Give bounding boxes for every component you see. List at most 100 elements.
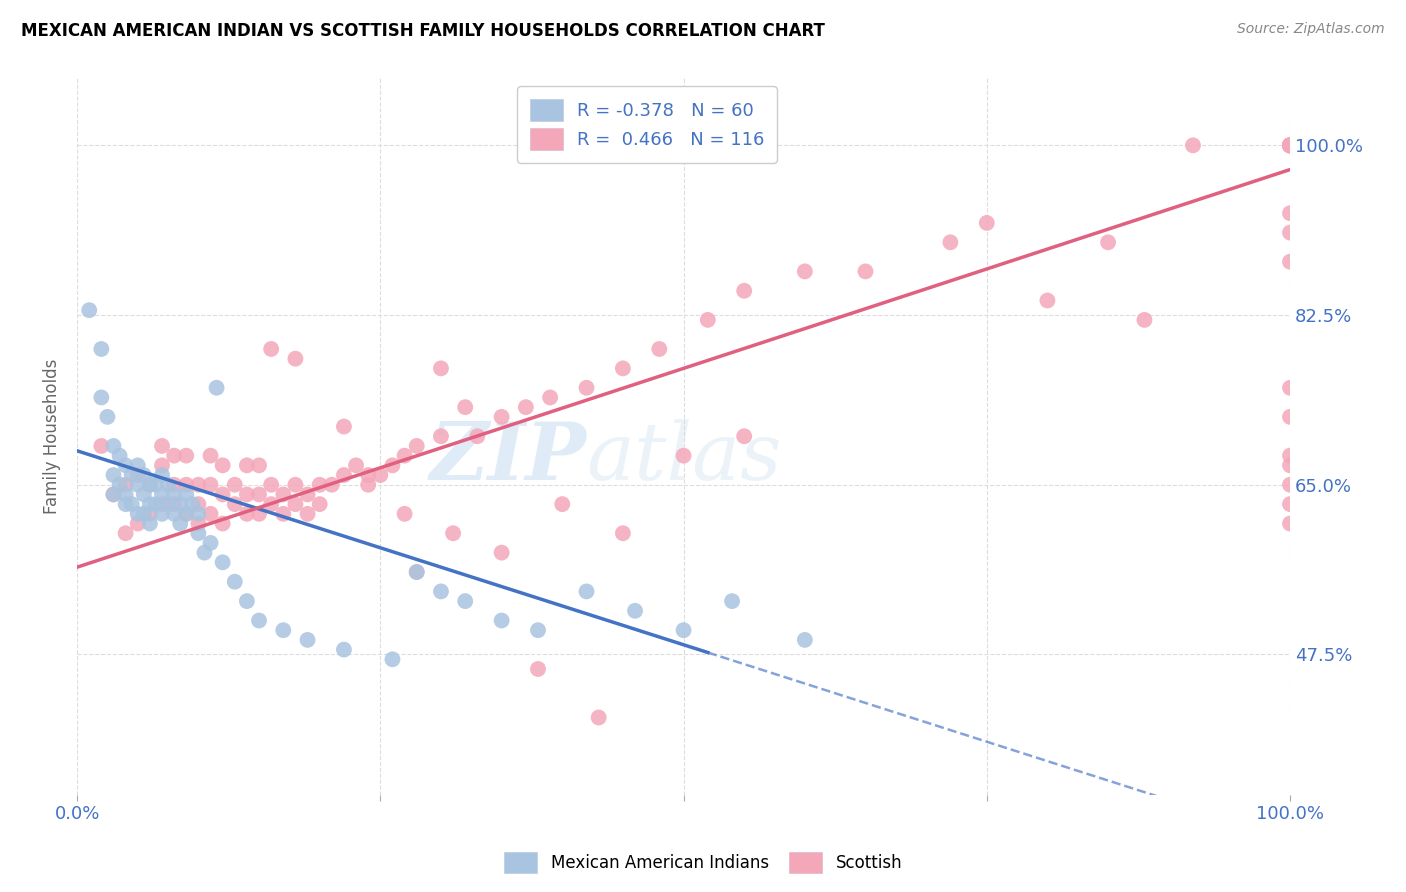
Point	[588, 710, 610, 724]
Point	[1279, 449, 1302, 463]
Point	[370, 468, 392, 483]
Point	[284, 477, 307, 491]
Point	[187, 477, 209, 491]
Point	[672, 449, 695, 463]
Point	[127, 477, 149, 491]
Point	[132, 487, 155, 501]
Point	[333, 642, 356, 657]
Point	[1279, 226, 1302, 240]
Point	[1279, 381, 1302, 395]
Point	[297, 507, 319, 521]
Point	[247, 614, 270, 628]
Point	[1181, 138, 1204, 153]
Point	[114, 497, 136, 511]
Point	[612, 526, 634, 541]
Point	[405, 565, 427, 579]
Point	[793, 632, 815, 647]
Point	[236, 594, 259, 608]
Point	[187, 507, 209, 521]
Point	[211, 458, 233, 473]
Point	[90, 439, 112, 453]
Point	[211, 487, 233, 501]
Point	[200, 477, 222, 491]
Point	[260, 342, 283, 356]
Text: MEXICAN AMERICAN INDIAN VS SCOTTISH FAMILY HOUSEHOLDS CORRELATION CHART: MEXICAN AMERICAN INDIAN VS SCOTTISH FAMI…	[21, 22, 825, 40]
Point	[90, 391, 112, 405]
Point	[236, 507, 259, 521]
Point	[150, 507, 173, 521]
Point	[297, 632, 319, 647]
Point	[205, 381, 228, 395]
Point	[1279, 138, 1302, 153]
Point	[163, 497, 186, 511]
Point	[394, 507, 416, 521]
Point	[430, 429, 453, 443]
Point	[527, 662, 550, 676]
Point	[1279, 138, 1302, 153]
Point	[1279, 458, 1302, 473]
Point	[381, 458, 404, 473]
Point	[1279, 138, 1302, 153]
Point	[1036, 293, 1059, 308]
Point	[132, 468, 155, 483]
Point	[247, 507, 270, 521]
Point	[976, 216, 998, 230]
Point	[150, 497, 173, 511]
Point	[491, 409, 513, 424]
Point	[150, 439, 173, 453]
Point	[247, 458, 270, 473]
Point	[96, 409, 118, 424]
Point	[224, 477, 246, 491]
Point	[114, 526, 136, 541]
Point	[733, 284, 755, 298]
Point	[132, 507, 155, 521]
Point	[174, 477, 197, 491]
Text: Source: ZipAtlas.com: Source: ZipAtlas.com	[1237, 22, 1385, 37]
Point	[139, 507, 162, 521]
Point	[139, 516, 162, 531]
Point	[1097, 235, 1119, 250]
Legend: Mexican American Indians, Scottish: Mexican American Indians, Scottish	[498, 846, 908, 880]
Point	[441, 526, 464, 541]
Point	[150, 487, 173, 501]
Point	[1279, 409, 1302, 424]
Point	[103, 487, 125, 501]
Point	[1279, 138, 1302, 153]
Point	[236, 487, 259, 501]
Point	[163, 449, 186, 463]
Point	[939, 235, 962, 250]
Point	[150, 468, 173, 483]
Point	[405, 439, 427, 453]
Point	[515, 400, 537, 414]
Point	[575, 584, 598, 599]
Point	[187, 516, 209, 531]
Point	[157, 497, 180, 511]
Point	[1279, 477, 1302, 491]
Point	[145, 477, 167, 491]
Point	[114, 458, 136, 473]
Point	[1133, 313, 1156, 327]
Point	[855, 264, 877, 278]
Point	[648, 342, 671, 356]
Point	[103, 439, 125, 453]
Point	[121, 497, 143, 511]
Point	[139, 477, 162, 491]
Point	[271, 624, 294, 638]
Point	[200, 449, 222, 463]
Point	[793, 264, 815, 278]
Point	[236, 458, 259, 473]
Point	[157, 477, 180, 491]
Point	[454, 400, 477, 414]
Point	[224, 497, 246, 511]
Point	[1279, 497, 1302, 511]
Point	[163, 507, 186, 521]
Point	[297, 487, 319, 501]
Point	[247, 487, 270, 501]
Point	[575, 381, 598, 395]
Point	[224, 574, 246, 589]
Point	[108, 477, 131, 491]
Point	[467, 429, 489, 443]
Point	[308, 497, 330, 511]
Point	[139, 497, 162, 511]
Point	[193, 546, 215, 560]
